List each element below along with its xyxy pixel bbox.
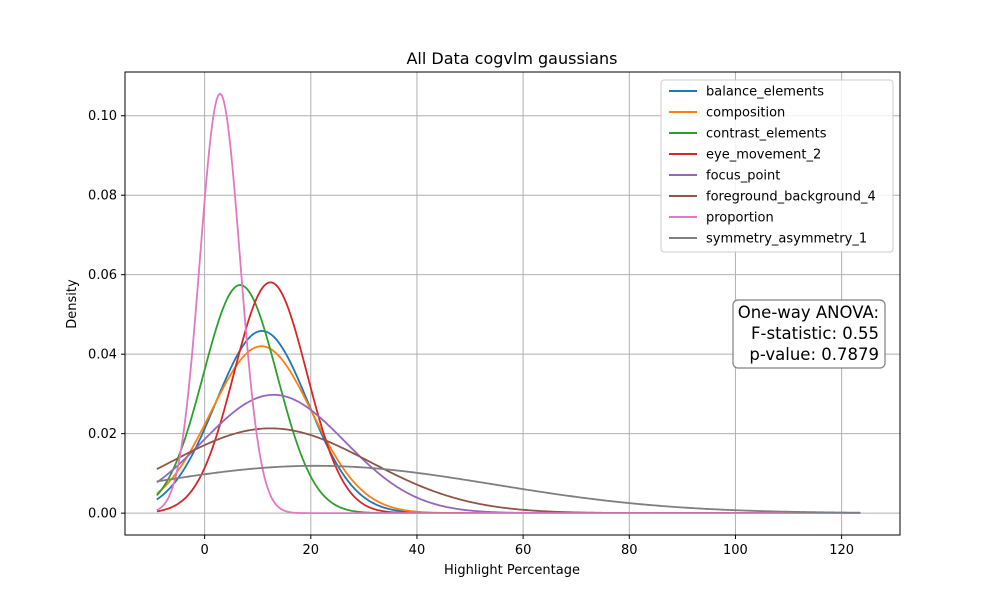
x-tick-label: 0 — [200, 543, 208, 558]
y-tick-label: 0.02 — [88, 427, 117, 442]
x-tick-label: 20 — [303, 543, 320, 558]
x-tick-label: 100 — [723, 543, 748, 558]
anova-annotation: One-way ANOVA: F-statistic: 0.55 p-value: … — [732, 299, 886, 369]
legend-label: balance_elements — [706, 85, 824, 100]
legend-label: focus_point — [706, 169, 780, 184]
anova-line: One-way ANOVA: — [738, 303, 879, 322]
x-tick-label: 40 — [409, 543, 426, 558]
plot-frame — [124, 71, 901, 536]
anova-box — [732, 299, 886, 369]
series-line-proportion — [156, 92, 861, 515]
y-axis: 0.00 0.02 0.04 0.06 0.08 0.10 — [88, 109, 125, 522]
x-tick-label: 80 — [621, 543, 638, 558]
x-tick-label: 120 — [829, 543, 854, 558]
y-tick-label: 0.10 — [88, 109, 117, 124]
legend-label: contrast_elements — [706, 127, 827, 142]
y-tick-label: 0.04 — [88, 348, 117, 363]
chart-title: All Data cogvlm gaussians — [406, 49, 617, 68]
x-axis: 0 20 40 60 80 100 120 — [200, 535, 854, 558]
legend: balance_elements composition contrast_elem… — [660, 79, 894, 253]
y-tick-label: 0.06 — [88, 268, 117, 283]
legend-label: eye_movement_2 — [706, 148, 821, 163]
legend-label: proportion — [706, 211, 774, 226]
x-axis-label: Highlight Percentage — [444, 563, 580, 578]
legend-label: foreground_background_4 — [706, 190, 876, 205]
legend-box — [660, 79, 894, 253]
anova-line: F-statistic: 0.55 — [751, 324, 879, 343]
legend-label: composition — [706, 106, 785, 121]
series-line-composition — [156, 345, 861, 515]
series-line-focus-point — [156, 393, 861, 515]
x-tick-label: 60 — [515, 543, 532, 558]
y-tick-label: 0.00 — [88, 507, 117, 522]
series-line-symmetry-asymmetry-1 — [156, 464, 861, 514]
legend-label: symmetry_asymmetry_1 — [706, 232, 867, 247]
anova-line: p-value: 0.7879 — [749, 345, 879, 364]
series-curves — [156, 92, 861, 515]
y-axis-label: Density — [65, 279, 80, 329]
y-tick-label: 0.08 — [88, 189, 117, 204]
